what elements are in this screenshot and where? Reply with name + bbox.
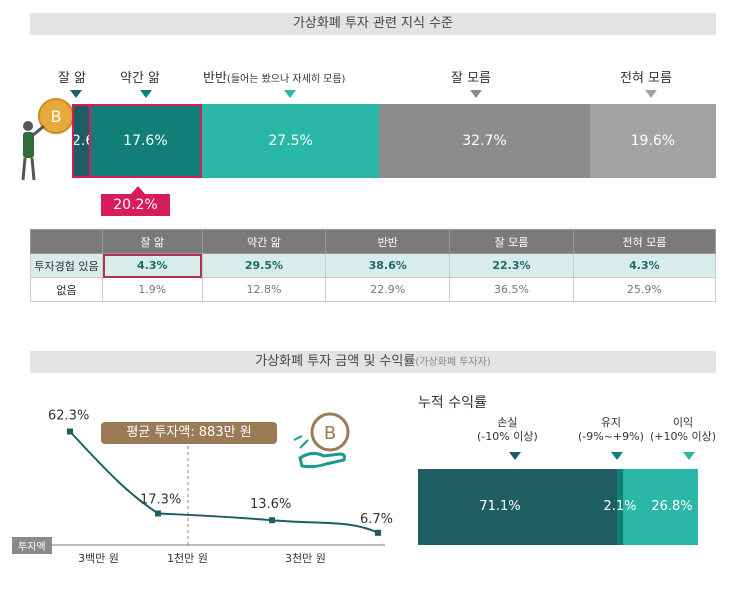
level-label-2: 약간 앎 — [120, 71, 161, 86]
line-point — [375, 529, 381, 536]
level-marker-1 — [70, 90, 82, 98]
table-cell-highlighted: 4.3% — [102, 253, 203, 278]
returns-bar-label: 71.1% — [479, 499, 521, 514]
table-header-blank — [30, 229, 103, 254]
table-header: 약간 앎 — [201, 229, 327, 254]
table-row: 없음 1.9% 12.8% 22.9% 36.5% 25.9% — [30, 277, 717, 302]
returns-bar-label: 2.1% — [603, 499, 637, 514]
returns-label-loss-name: 손실 — [497, 416, 518, 429]
x-tick-label: 1천만 원 — [167, 552, 208, 565]
level-label-3-note: (들어는 봤으나 자세히 모름) — [226, 74, 346, 85]
knowledge-bar-segment: 17.6% — [88, 104, 203, 178]
row-label: 투자경험 있음 — [30, 253, 103, 278]
line-series — [69, 430, 379, 534]
knowledge-bar-segment: 19.6% — [589, 104, 716, 178]
investment-title-sub: (가상화폐 투자자) — [415, 357, 491, 368]
knowledge-title: 가상화폐 투자 관련 지식 수준 — [30, 13, 716, 35]
bitcoin-person-icon: B — [21, 98, 74, 181]
table-cell: 22.9% — [325, 277, 451, 302]
table-cell: 38.6% — [325, 253, 451, 278]
x-tick-label: 3천만 원 — [285, 552, 326, 565]
returns-label-gain-name: 이익 — [672, 416, 694, 429]
x-tick-label: 3백만 원 — [78, 552, 119, 565]
svg-text:B: B — [324, 423, 336, 444]
returns-marker-hold — [611, 452, 623, 460]
returns-bar-segment — [617, 469, 623, 545]
returns-bar-segment — [418, 469, 618, 545]
average-investment-badge: 평균 투자액: 883만 원 — [101, 422, 277, 444]
level-marker-4 — [470, 90, 482, 98]
svg-text:B: B — [51, 107, 62, 126]
level-label-5: 전혀 모름 — [620, 71, 672, 86]
table-header-row: 잘 앎 약간 앎 반반 잘 모름 전혀 모름 — [30, 229, 717, 254]
returns-label-hold: 유지 (-9%~+9%) — [578, 416, 644, 444]
table-cell: 36.5% — [449, 277, 574, 302]
line-data-label: 6.7% — [360, 512, 393, 527]
x-axis-tag: 투자액 — [12, 537, 52, 554]
returns-title: 누적 수익률 — [418, 395, 487, 411]
level-label-4: 잘 모름 — [451, 71, 492, 86]
line-data-label: 13.6% — [250, 497, 291, 512]
experience-table: 잘 앎 약간 앎 반반 잘 모름 전혀 모름 투자경험 있음 4.3% 29.5… — [30, 229, 717, 302]
knowledge-bar-segment: 27.5% — [202, 104, 380, 178]
bitcoin-hand-icon: B — [293, 412, 350, 469]
line-point — [67, 428, 73, 435]
returns-marker-loss — [509, 452, 521, 460]
table-cell: 4.3% — [572, 253, 717, 278]
level-label-3-main: 반반 — [203, 71, 227, 86]
returns-label-hold-name: 유지 — [600, 416, 622, 429]
knowledge-bar-segment: 32.7% — [379, 104, 590, 178]
investment-title: 가상화폐 투자 금액 및 수익률(가상화폐 투자자) — [30, 351, 716, 373]
table-header: 잘 앎 — [102, 229, 203, 254]
returns-marker-gain — [683, 452, 695, 460]
table-header: 잘 모름 — [449, 229, 574, 254]
combined-know-callout: 20.2% — [101, 194, 170, 216]
line-data-label: 62.3% — [48, 409, 89, 424]
callout-pointer — [131, 186, 145, 194]
level-marker-5 — [645, 90, 657, 98]
returns-label-gain-range: (+10% 이상) — [650, 430, 716, 443]
table-header: 전혀 모름 — [572, 229, 717, 254]
returns-label-loss: 손실 (-10% 이상) — [477, 416, 538, 444]
returns-label-gain: 이익 (+10% 이상) — [650, 416, 716, 444]
level-label-3: 반반(들어는 봤으나 자세히 모름) — [203, 67, 345, 86]
line-data-label: 17.3% — [140, 492, 181, 507]
level-label-1: 잘 앎 — [58, 71, 87, 86]
returns-bar-label: 26.8% — [651, 499, 693, 514]
returns-label-loss-range: (-10% 이상) — [477, 430, 538, 443]
combined-know-outline — [72, 104, 203, 178]
returns-label-hold-range: (-9%~+9%) — [578, 430, 644, 443]
investment-title-main: 가상화폐 투자 금액 및 수익률 — [255, 354, 416, 369]
line-point — [269, 517, 275, 524]
table-cell: 12.8% — [201, 277, 327, 302]
returns-bar-segment — [622, 469, 698, 545]
table-cell: 29.5% — [201, 253, 327, 278]
level-marker-3 — [284, 90, 296, 98]
level-marker-2 — [140, 90, 152, 98]
table-row: 투자경험 있음 4.3% 29.5% 38.6% 22.3% 4.3% — [30, 253, 717, 278]
line-point — [155, 510, 161, 517]
table-cell: 25.9% — [572, 277, 717, 302]
row-label: 없음 — [30, 277, 103, 302]
table-header: 반반 — [325, 229, 451, 254]
